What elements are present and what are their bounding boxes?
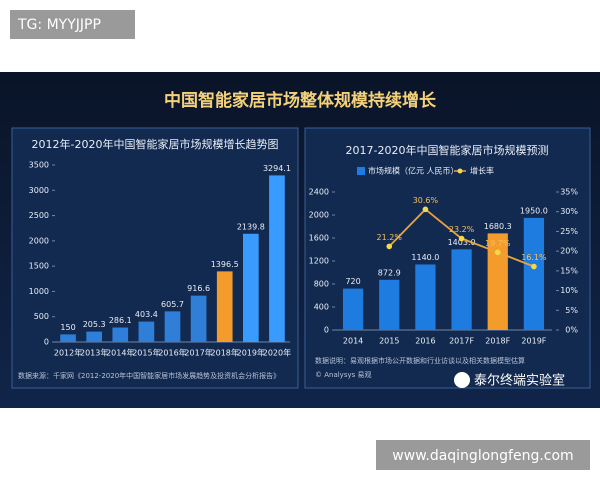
x-tick-label: 2019F bbox=[521, 337, 546, 346]
bar bbox=[269, 175, 285, 342]
watermark-box bbox=[10, 10, 135, 39]
y-tick-label: 2000 bbox=[309, 211, 329, 220]
value-label: 2139.8 bbox=[237, 222, 265, 231]
point bbox=[494, 249, 501, 256]
y2-tick-label: 0% bbox=[565, 326, 578, 335]
value-label: 150 bbox=[60, 323, 75, 332]
y2-tick-label: 5% bbox=[565, 306, 578, 315]
y-tick-label: 1600 bbox=[309, 234, 329, 243]
y2-tick-label: 30% bbox=[560, 207, 578, 216]
copyright: © Analysys 易观 bbox=[315, 371, 372, 379]
value-label: 1680.3 bbox=[484, 222, 512, 231]
x-tick-label: 2015年 bbox=[132, 348, 160, 358]
value-label: 23.2% bbox=[449, 225, 475, 234]
legend-label: 市场规模（亿元 人民币） bbox=[368, 166, 459, 176]
bar bbox=[60, 334, 76, 342]
bar bbox=[415, 264, 436, 330]
point bbox=[386, 243, 393, 250]
y-tick-label: 400 bbox=[314, 303, 329, 312]
x-tick-label: 2015 bbox=[379, 337, 399, 346]
value-label: 720 bbox=[345, 277, 360, 286]
x-tick-label: 2016 bbox=[415, 337, 435, 346]
watermark: www.daqinglongfeng.com bbox=[392, 448, 573, 464]
y2-tick-label: 20% bbox=[560, 247, 578, 256]
y2-tick-label: 10% bbox=[560, 286, 578, 295]
y-tick-label: 2500 bbox=[29, 211, 49, 220]
bar bbox=[487, 233, 508, 330]
bar bbox=[112, 327, 129, 342]
value-label: 605.7 bbox=[161, 300, 184, 309]
point bbox=[458, 235, 465, 242]
bar bbox=[342, 288, 364, 330]
value-label: 3294.1 bbox=[263, 164, 291, 173]
bar bbox=[379, 279, 400, 330]
y-tick-label: 3500 bbox=[29, 161, 49, 170]
main-title: 中国智能家居市场整体规模持续增长 bbox=[164, 90, 437, 111]
value-label: 16.1% bbox=[521, 253, 547, 262]
value-label: 1950.0 bbox=[520, 206, 548, 215]
chart-title: 2017-2020年中国智能家居市场规模预测 bbox=[346, 143, 549, 157]
bar bbox=[243, 233, 259, 342]
value-label: 872.9 bbox=[378, 268, 401, 277]
bar bbox=[190, 295, 207, 342]
legend-label: 增长率 bbox=[470, 166, 494, 176]
bar bbox=[216, 271, 233, 342]
y-tick-label: 500 bbox=[34, 312, 49, 321]
y-tick-label: 800 bbox=[314, 280, 329, 289]
y-tick-label: 1200 bbox=[309, 257, 329, 266]
x-tick-label: 2017年 bbox=[184, 348, 212, 358]
x-tick-label: 2018F bbox=[485, 337, 510, 346]
source: 数据来源：千家网《2012-2020年中国智能家居市场发展趋势及投资机会分析报告… bbox=[18, 371, 280, 380]
x-tick-label: 2019年 bbox=[237, 348, 265, 358]
x-tick-label: 2020年 bbox=[263, 348, 291, 358]
value-label: 19.7% bbox=[485, 239, 511, 248]
legend-swatch bbox=[457, 168, 463, 174]
watermark: TG: MYYJJPP bbox=[17, 17, 101, 33]
x-tick-label: 2012年 bbox=[54, 348, 82, 358]
value-label: 916.6 bbox=[187, 284, 210, 293]
value-label: 286.1 bbox=[109, 316, 132, 325]
y2-tick-label: 25% bbox=[560, 227, 578, 236]
x-tick-label: 2016年 bbox=[158, 348, 186, 358]
y2-tick-label: 35% bbox=[560, 188, 578, 197]
y-tick-label: 2000 bbox=[29, 236, 49, 245]
y-tick-label: 2400 bbox=[309, 188, 329, 197]
x-tick-label: 2013年 bbox=[80, 348, 108, 358]
x-tick-label: 2014 bbox=[343, 337, 363, 346]
watermark-box bbox=[376, 440, 590, 470]
bar bbox=[86, 331, 102, 342]
point bbox=[422, 206, 429, 213]
y-tick-label: 3000 bbox=[29, 186, 49, 195]
x-tick-label: 2014年 bbox=[106, 348, 134, 358]
value-label: 30.6% bbox=[413, 196, 439, 205]
y-tick-label: 0 bbox=[324, 326, 329, 335]
value-label: 205.3 bbox=[83, 320, 106, 329]
y-tick-label: 1000 bbox=[29, 287, 49, 296]
bar bbox=[138, 321, 155, 342]
chart-title: 2012年-2020年中国智能家居市场规模增长趋势图 bbox=[32, 137, 279, 151]
value-label: 403.4 bbox=[135, 310, 158, 319]
x-tick-label: 2017F bbox=[449, 337, 474, 346]
value-label: 1396.5 bbox=[211, 260, 239, 269]
y-tick-label: 1500 bbox=[29, 262, 49, 271]
wechat-icon bbox=[454, 372, 470, 388]
bar bbox=[164, 311, 181, 342]
point bbox=[531, 263, 537, 270]
note: 数据说明：易观根据市场公开数据和行业访谈以及相关数据模型估算 bbox=[315, 356, 525, 365]
brand: 泰尔终端实验室 bbox=[474, 373, 565, 389]
value-label: 1403.0 bbox=[448, 238, 476, 247]
value-label: 21.2% bbox=[377, 233, 403, 242]
legend-swatch bbox=[357, 167, 365, 175]
value-label: 1140.0 bbox=[411, 253, 439, 262]
y2-tick-label: 15% bbox=[560, 266, 578, 275]
bar bbox=[523, 217, 545, 330]
y-tick-label: 0 bbox=[44, 338, 49, 347]
x-tick-label: 2018年 bbox=[211, 348, 239, 358]
bar bbox=[451, 249, 472, 330]
